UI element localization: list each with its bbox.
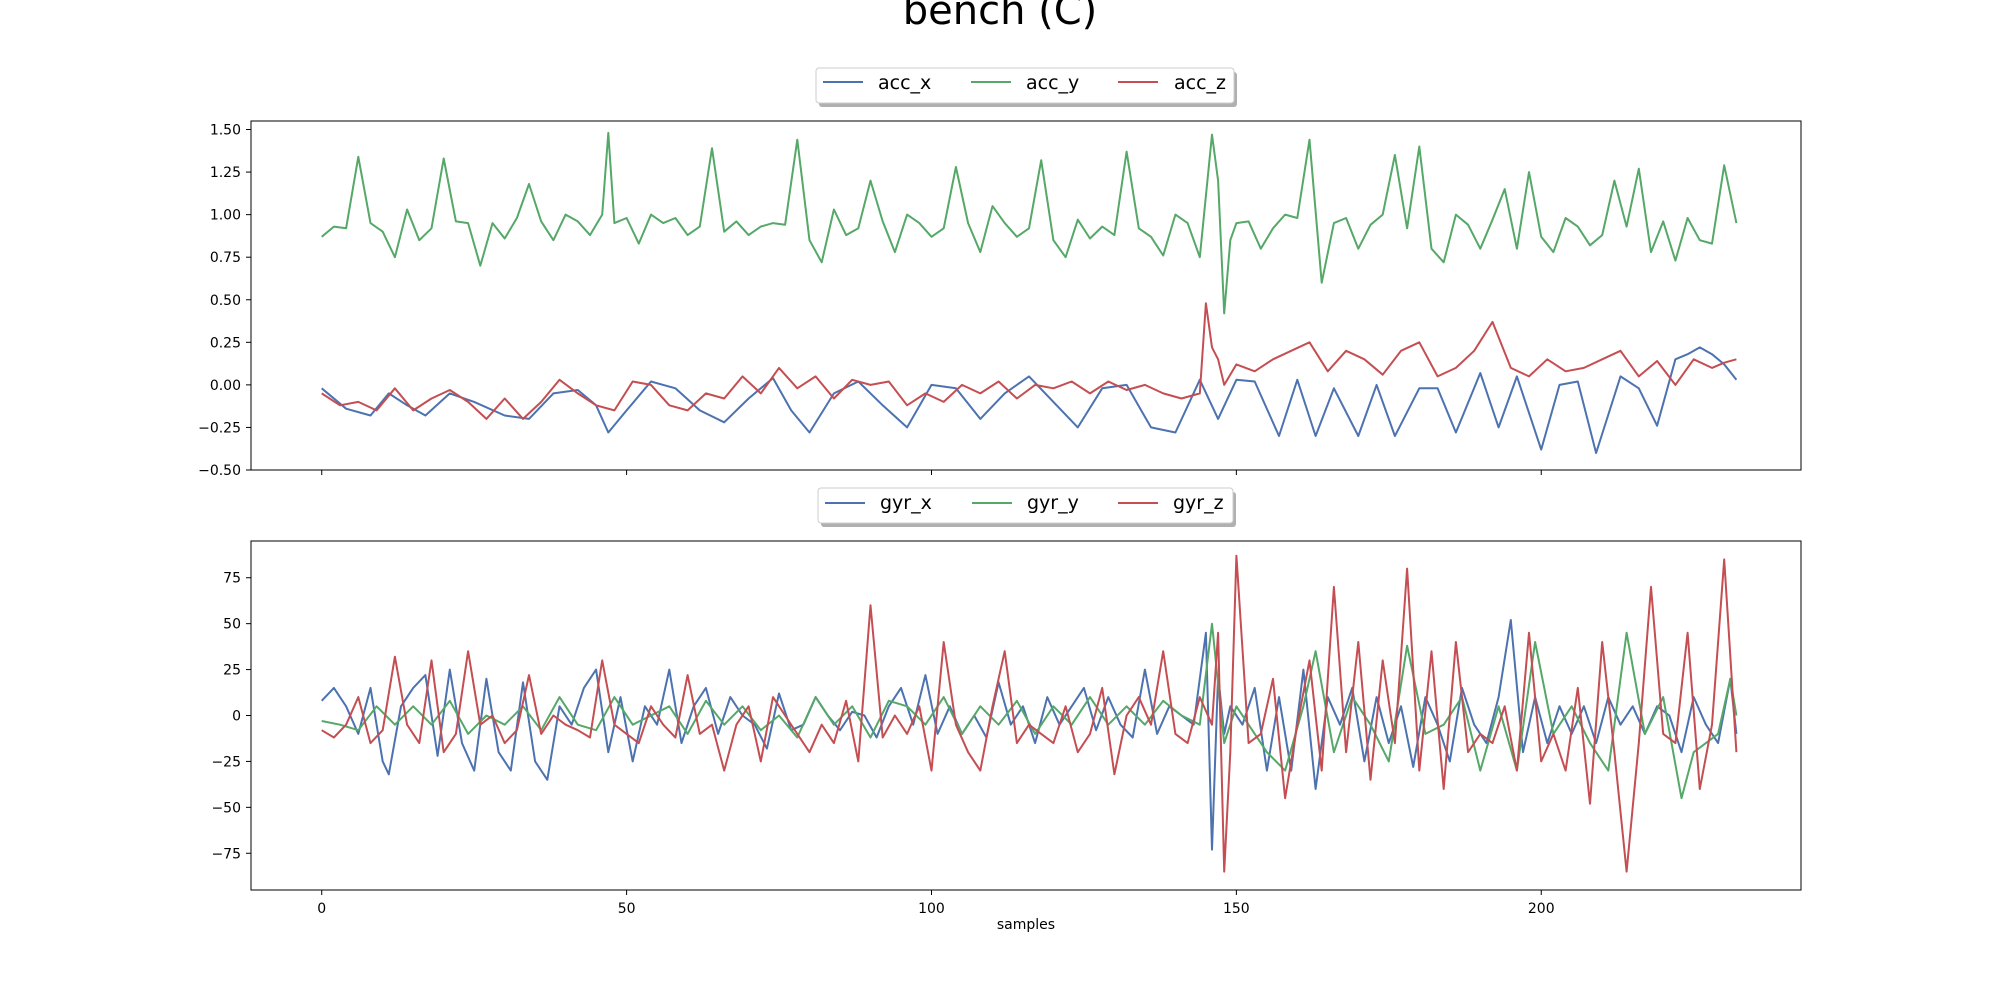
x-tick-label: 200 bbox=[1528, 901, 1555, 917]
gyr-y-tick-label: −25 bbox=[211, 754, 241, 770]
gyr-y-axis: −75 −50 −25 0 25 50 75 bbox=[211, 571, 251, 862]
gyr-y-tick-label: 75 bbox=[223, 571, 241, 587]
series-line-gyr_z bbox=[321, 554, 1738, 873]
acc-x-ticks bbox=[321, 470, 1542, 475]
acc-legend-label-z: acc_z bbox=[1174, 72, 1226, 94]
acc-legend-label-x: acc_x bbox=[878, 72, 931, 94]
acc-legend-label-y: acc_y bbox=[1026, 72, 1079, 94]
gyr-legend-label-z: gyr_z bbox=[1173, 492, 1224, 514]
acc-y-tick-label: −0.50 bbox=[198, 463, 241, 479]
x-tick-label: 100 bbox=[918, 901, 945, 917]
acc-y-tick-label: 1.50 bbox=[210, 123, 241, 139]
x-tick-label: 0 bbox=[317, 901, 326, 917]
acc-legend: acc_x acc_y acc_z bbox=[815, 67, 1237, 107]
series-line-acc_z bbox=[321, 302, 1737, 420]
panel-accelerometer: −0.50 −0.25 0.00 0.25 0.50 0.75 1.00 1.25 1.50 a… bbox=[198, 67, 1802, 479]
acc-y-tick-label: −0.25 bbox=[198, 420, 241, 436]
acc-y-tick-label: 1.00 bbox=[210, 208, 241, 224]
plot-area-acc bbox=[250, 120, 1802, 471]
acc-y-tick-label: 0.25 bbox=[210, 335, 241, 351]
acc-y-tick-label: 0.00 bbox=[210, 378, 241, 394]
gyr-y-tick-label: −50 bbox=[211, 800, 241, 816]
acc-legend-frame bbox=[815, 67, 1235, 104]
gyr-x-axis: 0 50 100 150 200 bbox=[317, 890, 1555, 917]
gyr-y-tick-label: −75 bbox=[211, 846, 241, 862]
gyr-legend-label-x: gyr_x bbox=[880, 492, 932, 514]
x-tick-label: 50 bbox=[618, 901, 636, 917]
gyr-y-tick-label: 50 bbox=[223, 617, 241, 633]
gyr-y-tick-label: 25 bbox=[223, 663, 241, 679]
acc-y-axis: −0.50 −0.25 0.00 0.25 0.50 0.75 1.00 1.25 1.50 bbox=[198, 123, 251, 479]
panel-gyroscope: −75 −50 −25 0 25 50 75 0 50 100 150 200 gyr_x gyr_… bbox=[211, 487, 1802, 917]
gyr-y-tick-label: 0 bbox=[232, 709, 241, 725]
series-line-acc_y bbox=[321, 131, 1738, 315]
x-axis-label: samples bbox=[997, 917, 1055, 933]
gyr-legend: gyr_x gyr_y gyr_z bbox=[817, 487, 1236, 527]
gyr-legend-frame bbox=[817, 487, 1234, 524]
series-line-acc_x bbox=[321, 346, 1738, 454]
acc-series-lines bbox=[321, 131, 1738, 454]
gyr-series-lines bbox=[320, 554, 1738, 873]
figure-title: bench (C) bbox=[903, 0, 1098, 34]
gyr-legend-label-y: gyr_y bbox=[1027, 492, 1079, 514]
acc-y-tick-label: 0.50 bbox=[210, 293, 241, 309]
acc-y-tick-label: 1.25 bbox=[210, 165, 241, 181]
acc-y-tick-label: 0.75 bbox=[210, 250, 241, 266]
x-tick-label: 150 bbox=[1223, 901, 1250, 917]
